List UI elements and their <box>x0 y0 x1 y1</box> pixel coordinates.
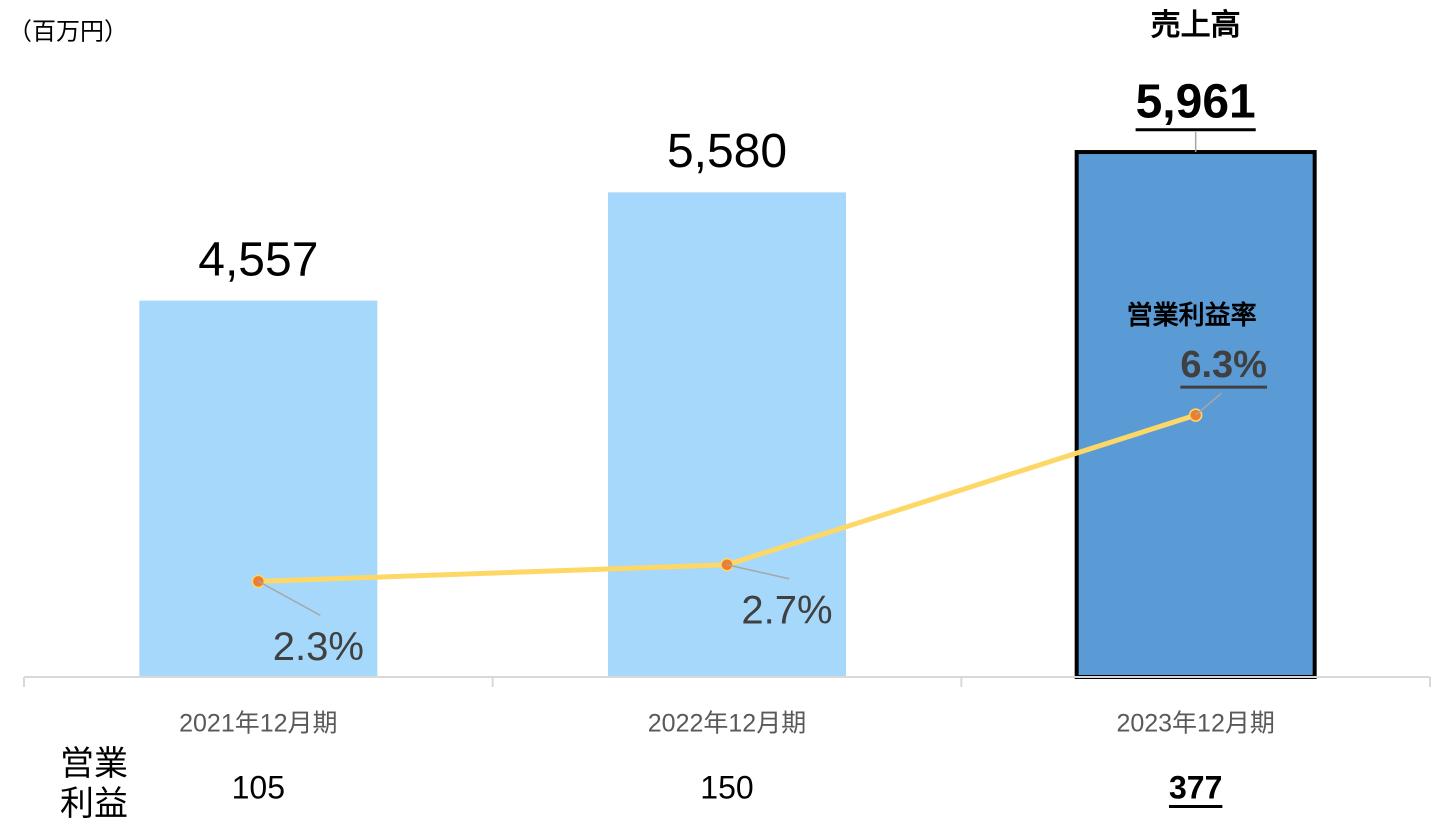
series-name: 売上高 <box>1151 9 1241 42</box>
line-value-label: 2.3% <box>273 625 364 669</box>
operating-profit-value: 105 <box>232 769 285 805</box>
series-name: 営業利益率 <box>1127 300 1257 330</box>
row-label: 営業利益 <box>60 745 128 823</box>
bar <box>139 300 378 677</box>
leader-line <box>257 580 321 617</box>
bar <box>608 192 846 677</box>
unit-label: （百万円） <box>8 18 128 45</box>
bar-value-label: 5,580 <box>667 125 787 178</box>
line-value-label: 2.7% <box>741 588 832 632</box>
leader-line <box>1195 392 1223 416</box>
bar-value-label: 4,557 <box>198 233 318 286</box>
x-tick-label: 2022年12月期 <box>648 710 806 738</box>
x-tick-label: 2021年12月期 <box>179 710 337 738</box>
operating-profit-value: 377 <box>1169 769 1222 805</box>
operating-profit-value: 150 <box>700 769 753 805</box>
bar-value-label: 5,961 <box>1136 76 1256 129</box>
leader-line <box>726 564 790 580</box>
x-tick-label: 2023年12月期 <box>1116 710 1274 738</box>
line-value-label: 6.3% <box>1180 344 1267 386</box>
